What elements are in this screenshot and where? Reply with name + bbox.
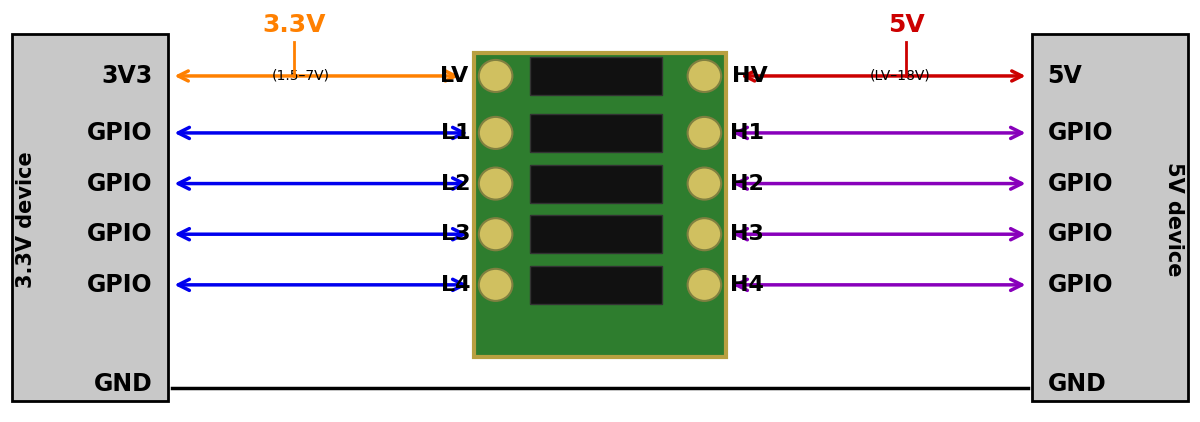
Text: H1: H1 bbox=[730, 123, 763, 143]
Text: GND: GND bbox=[94, 372, 152, 396]
Text: H3: H3 bbox=[730, 224, 763, 244]
Text: HV: HV bbox=[732, 66, 768, 86]
Text: 3.3V device: 3.3V device bbox=[17, 151, 36, 288]
Ellipse shape bbox=[479, 117, 512, 149]
Text: LV: LV bbox=[439, 66, 468, 86]
Text: 5V: 5V bbox=[888, 13, 924, 37]
Ellipse shape bbox=[479, 60, 512, 92]
Text: GPIO: GPIO bbox=[1048, 222, 1114, 246]
Text: H2: H2 bbox=[730, 173, 763, 194]
Bar bbox=[530, 266, 661, 304]
Bar bbox=[1032, 34, 1188, 401]
Bar bbox=[530, 165, 661, 203]
Text: (LV–18V): (LV–18V) bbox=[870, 69, 931, 83]
Text: GPIO: GPIO bbox=[86, 222, 152, 246]
Text: 5V device: 5V device bbox=[1164, 162, 1183, 277]
Text: GPIO: GPIO bbox=[86, 273, 152, 297]
Ellipse shape bbox=[688, 168, 721, 200]
Text: GPIO: GPIO bbox=[1048, 121, 1114, 145]
Text: GPIO: GPIO bbox=[1048, 172, 1114, 195]
Text: L1: L1 bbox=[440, 123, 470, 143]
Text: GPIO: GPIO bbox=[86, 121, 152, 145]
Text: L3: L3 bbox=[440, 224, 470, 244]
Text: GPIO: GPIO bbox=[1048, 273, 1114, 297]
Text: H4: H4 bbox=[730, 275, 763, 295]
Text: (1.5–7V): (1.5–7V) bbox=[272, 69, 330, 83]
Bar bbox=[530, 114, 661, 152]
Bar bbox=[474, 53, 726, 357]
Ellipse shape bbox=[688, 269, 721, 301]
Bar bbox=[530, 215, 661, 253]
Text: GPIO: GPIO bbox=[86, 172, 152, 195]
Text: L4: L4 bbox=[440, 275, 470, 295]
Bar bbox=[12, 34, 168, 401]
Ellipse shape bbox=[479, 168, 512, 200]
Text: 5V: 5V bbox=[1048, 64, 1082, 88]
Ellipse shape bbox=[479, 269, 512, 301]
Ellipse shape bbox=[688, 218, 721, 250]
Text: 3.3V: 3.3V bbox=[263, 13, 325, 37]
Text: GND: GND bbox=[1048, 372, 1106, 396]
Text: 3V3: 3V3 bbox=[101, 64, 152, 88]
Ellipse shape bbox=[479, 218, 512, 250]
Ellipse shape bbox=[688, 117, 721, 149]
Bar bbox=[530, 57, 661, 95]
Ellipse shape bbox=[688, 60, 721, 92]
Text: L2: L2 bbox=[440, 173, 470, 194]
